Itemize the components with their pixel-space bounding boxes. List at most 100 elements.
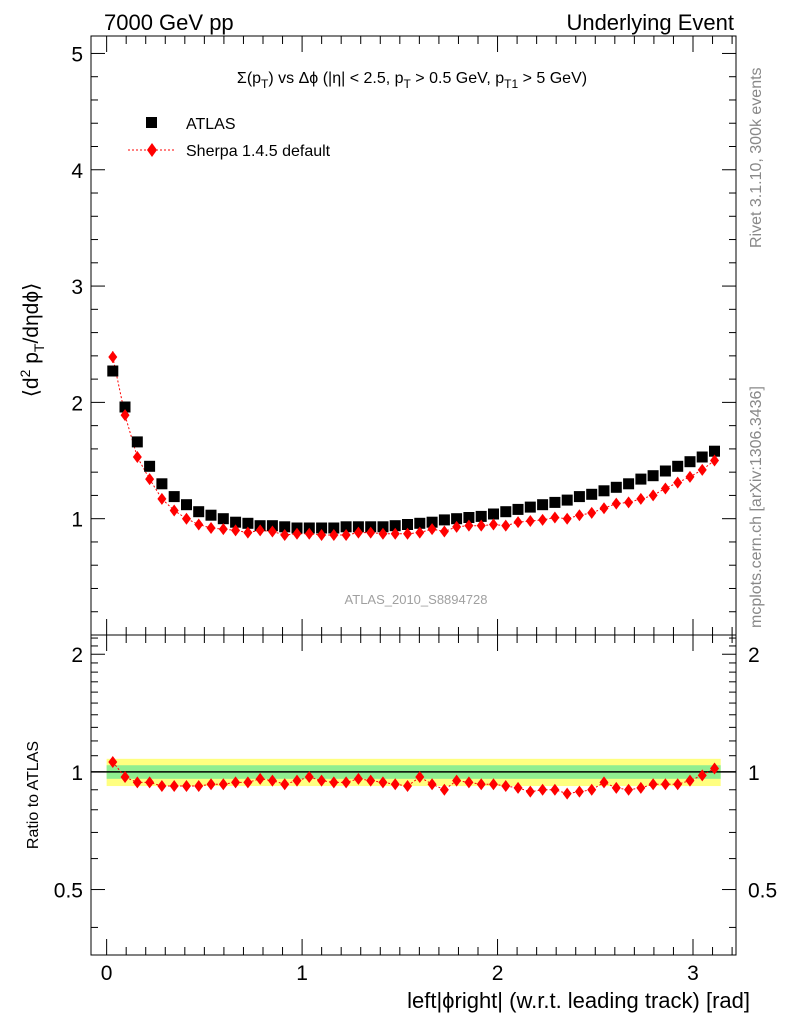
- ratio-point: [341, 776, 351, 789]
- atlas-point: [168, 491, 180, 503]
- sherpa-point: [255, 524, 265, 537]
- x-tick-label: 1: [296, 962, 308, 985]
- ratio-point: [513, 781, 523, 794]
- legend-label-sherpa: Sherpa 1.4.5 default: [186, 143, 331, 160]
- atlas-point: [242, 517, 254, 529]
- ratio-y-axis-label: Ratio to ATLAS: [25, 741, 42, 849]
- atlas-point: [684, 456, 696, 468]
- ratio-point: [194, 780, 204, 793]
- main-y-tick-label: 4: [71, 160, 83, 183]
- sherpa-point: [452, 520, 462, 533]
- legend-label-atlas: ATLAS: [186, 116, 236, 133]
- atlas-point: [659, 465, 671, 477]
- atlas-point: [561, 494, 573, 506]
- atlas-point: [647, 470, 659, 482]
- atlas-point: [193, 506, 205, 518]
- sherpa-point: [120, 409, 130, 422]
- sherpa-point: [611, 497, 621, 510]
- atlas-point: [402, 519, 413, 530]
- atlas-point: [549, 496, 561, 508]
- sherpa-point: [317, 528, 327, 541]
- sherpa-point: [243, 526, 253, 539]
- x-tick-label: 3: [687, 962, 699, 985]
- sherpa-point: [587, 506, 597, 519]
- ratio-y-tick-label: 1: [71, 762, 83, 785]
- atlas-point: [279, 521, 291, 533]
- atlas-point: [328, 522, 340, 534]
- atlas-point: [377, 521, 389, 533]
- x-tick-label: 2: [492, 962, 504, 985]
- ratio-y-tick-label: 2: [71, 644, 83, 667]
- ratio-point: [476, 778, 486, 791]
- ratio-point: [132, 776, 142, 789]
- ratio-point: [218, 778, 228, 791]
- ratio-point: [685, 774, 695, 787]
- ratio-point: [501, 780, 511, 793]
- sherpa-point: [550, 511, 560, 524]
- atlas-point: [475, 510, 487, 522]
- ratio-point: [390, 778, 400, 791]
- atlas-point: [512, 503, 524, 515]
- sherpa-point: [488, 518, 498, 531]
- ratio-point: [439, 783, 449, 796]
- ratio-point: [292, 774, 302, 787]
- ratio-point: [599, 776, 609, 789]
- atlas-point: [586, 488, 598, 500]
- sherpa-point: [292, 527, 302, 540]
- sherpa-point: [353, 526, 363, 539]
- ratio-point: [538, 783, 548, 796]
- ratio-point: [403, 780, 413, 793]
- sherpa-point: [132, 451, 142, 464]
- ratio-point: [231, 776, 241, 789]
- sherpa-point: [231, 524, 241, 537]
- atlas-point: [438, 514, 450, 526]
- ratio-point: [169, 780, 179, 793]
- ratio-point: [145, 776, 155, 789]
- sherpa-point: [673, 476, 683, 489]
- sherpa-point: [194, 518, 204, 531]
- atlas-point: [500, 506, 512, 518]
- atlas-point: [610, 481, 622, 493]
- ratio-point: [587, 783, 597, 796]
- atlas-point: [230, 516, 242, 528]
- ratio-point: [574, 785, 584, 798]
- sherpa-point: [378, 527, 388, 540]
- ratio-point: [673, 778, 683, 791]
- ratio-point: [550, 783, 560, 796]
- atlas-point: [635, 473, 647, 485]
- sherpa-point: [538, 513, 548, 526]
- atlas-point: [414, 517, 426, 529]
- atlas-point: [426, 516, 438, 528]
- ratio-y-tick-label-right: 1: [748, 762, 760, 785]
- atlas-point: [316, 522, 328, 534]
- atlas-point: [119, 401, 131, 413]
- header-right-label: Underlying Event: [566, 10, 734, 35]
- sherpa-point: [697, 463, 707, 476]
- sherpa-point: [513, 516, 523, 529]
- atlas-point: [672, 460, 684, 472]
- sherpa-point: [329, 528, 339, 541]
- ratio-point: [206, 778, 216, 791]
- ratio-point: [464, 776, 474, 789]
- sherpa-point: [157, 492, 167, 505]
- sherpa-point: [304, 527, 314, 540]
- main-y-axis-label: ⟨d2 pT/dηdϕ⟩: [17, 283, 47, 398]
- sherpa-point: [415, 526, 425, 539]
- atlas-point: [144, 460, 156, 472]
- ratio-point: [415, 771, 425, 784]
- ratio-y-tick-label-right: 2: [748, 644, 760, 667]
- atlas-point: [598, 485, 610, 497]
- ratio-point: [317, 774, 327, 787]
- legend-marker-sherpa: [147, 143, 157, 157]
- sherpa-point: [660, 482, 670, 495]
- x-tick-label: 0: [101, 962, 113, 985]
- rivet-label: Rivet 3.1.10, 300k events: [748, 67, 765, 248]
- sherpa-point: [574, 509, 584, 522]
- ratio-point: [267, 774, 277, 787]
- ratio-point: [427, 778, 437, 791]
- ratio-point: [488, 778, 498, 791]
- ratio-plot-panel: 0.5 0.5 1 1 2 2 0 1 2 3 Ratio to ATLAS left|ϕrigh…: [25, 634, 777, 1013]
- atlas-point: [217, 513, 229, 525]
- sherpa-point: [169, 504, 179, 517]
